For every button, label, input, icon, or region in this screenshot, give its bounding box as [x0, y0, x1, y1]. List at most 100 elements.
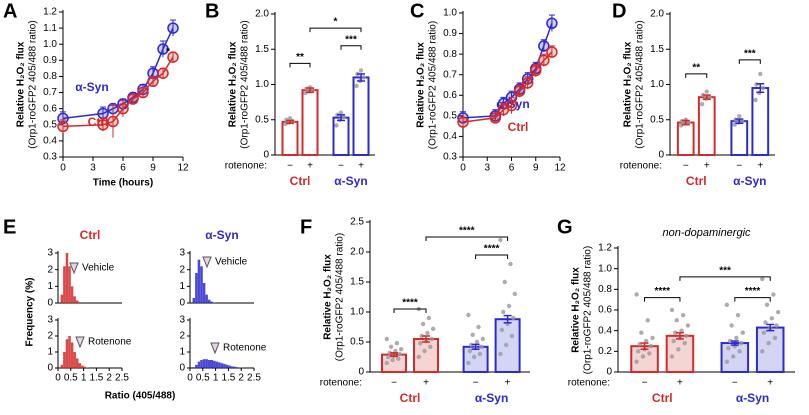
- data-point: [546, 17, 558, 30]
- y-tick-label: 2.0: [350, 247, 364, 258]
- data-point: [775, 309, 781, 315]
- histogram-bar: [192, 298, 196, 303]
- histogram-bar: [205, 359, 208, 368]
- x-tick-label: 1.5: [89, 373, 103, 384]
- data-point: [682, 340, 687, 346]
- data-point: [502, 279, 507, 285]
- group-label: Ctrl: [652, 391, 673, 405]
- significance-bracket: [679, 276, 771, 281]
- y-tick-label: 2: [179, 331, 185, 342]
- data-point: [428, 344, 433, 349]
- y-axis-subtitle: (Orp1-roGFP2 405/488 ratio): [335, 233, 346, 361]
- data-point: [390, 357, 395, 363]
- y-tick-label: 2: [179, 264, 185, 275]
- data-point: [546, 46, 558, 58]
- x-tick-label: +: [704, 161, 710, 172]
- data-point: [425, 330, 430, 336]
- group-label: α-Syn: [733, 174, 766, 188]
- significance-bracket: [685, 73, 708, 78]
- histogram-bar: [68, 336, 71, 368]
- data-point: [763, 320, 768, 325]
- data-point: [499, 327, 505, 333]
- x-axis-title: Ratio (405/488): [105, 391, 176, 402]
- histogram-bar: [70, 286, 74, 303]
- data-point: [760, 85, 766, 91]
- histogram-bar: [200, 266, 203, 303]
- data-point: [479, 344, 484, 349]
- histogram-bar: [220, 363, 224, 368]
- histogram-bar: [65, 339, 69, 368]
- data-point: [737, 114, 742, 119]
- x-tick-label: −: [391, 378, 397, 389]
- y-tick-label: 0.7: [43, 87, 57, 98]
- y-tick-label: 0.8: [443, 49, 457, 60]
- histogram-bar: [83, 366, 87, 368]
- data-point: [727, 338, 733, 344]
- x-tick-label: 9: [533, 163, 539, 174]
- y-tick-label: 0.6: [43, 103, 57, 114]
- data-point: [671, 338, 676, 344]
- y-tick-label: 0.5: [350, 337, 364, 348]
- column-title: α-Syn: [205, 228, 238, 242]
- series-label: Rotenone: [223, 343, 267, 354]
- y-tick-label: 1.5: [255, 44, 269, 55]
- histogram-bar: [225, 364, 229, 368]
- significance-label: ****: [459, 226, 475, 237]
- category-title: rotenone:: [620, 161, 662, 172]
- data-point: [760, 349, 765, 354]
- x-tick-label: +: [423, 378, 429, 389]
- data-point: [635, 349, 641, 354]
- data-point: [761, 330, 767, 335]
- histogram-bar: [236, 367, 239, 368]
- x-tick-label: 6: [509, 163, 515, 174]
- y-tick-label: 0.3: [43, 152, 57, 163]
- x-tick-label: 3: [484, 163, 490, 174]
- y-tick-label: 2: [47, 264, 53, 275]
- data-point: [513, 85, 526, 97]
- y-axis-subtitle: (Orp1-roGFP2 405/488 ratio): [583, 246, 594, 374]
- data-point: [699, 102, 705, 107]
- x-tick-label: +: [767, 378, 773, 389]
- y-tick-label: 1.0: [443, 8, 457, 19]
- data-point: [758, 71, 763, 77]
- y-tick-label: 0: [606, 367, 612, 378]
- histogram-bar: [195, 364, 198, 368]
- histogram-bar: [230, 366, 234, 368]
- x-tick-label: 12: [554, 163, 566, 174]
- data-point: [738, 340, 744, 346]
- data-point: [731, 354, 736, 359]
- histogram-bar: [233, 366, 237, 368]
- y-axis-subtitle: (Orp1-roGFP2 405/488 ratio): [635, 20, 646, 148]
- histogram-bar: [70, 342, 74, 368]
- x-tick-label: 0: [60, 163, 66, 174]
- data-point: [538, 40, 550, 52]
- data-point: [157, 67, 169, 79]
- data-point: [416, 354, 421, 360]
- data-point: [530, 64, 542, 77]
- data-point: [457, 116, 469, 128]
- series-label: α-Syn: [75, 80, 108, 94]
- group-label: α-Syn: [475, 391, 508, 405]
- data-point: [505, 99, 518, 112]
- significance-bracket: [475, 254, 509, 259]
- histogram-bar: [228, 365, 231, 368]
- y-tick-label: 0: [658, 150, 664, 161]
- data-point: [726, 346, 731, 351]
- data-point: [538, 54, 550, 67]
- panel-letter: B: [205, 0, 219, 22]
- data-point: [669, 354, 675, 359]
- y-tick-label: 1.0: [598, 263, 612, 274]
- histogram-bar: [215, 361, 219, 368]
- subtitle: non-dopaminergic: [662, 227, 751, 239]
- data-point: [766, 340, 771, 346]
- marker-triangle: [202, 256, 212, 269]
- significance-label: ***: [744, 48, 756, 59]
- histogram-bar: [73, 352, 76, 368]
- data-point: [639, 330, 644, 335]
- y-tick-label: 0: [47, 363, 53, 374]
- histogram-bar: [195, 273, 198, 303]
- histogram-bar: [78, 363, 82, 368]
- histogram-bar: [207, 360, 211, 368]
- y-tick-label: 3: [47, 248, 53, 259]
- y-tick-label: 0.8: [43, 71, 57, 82]
